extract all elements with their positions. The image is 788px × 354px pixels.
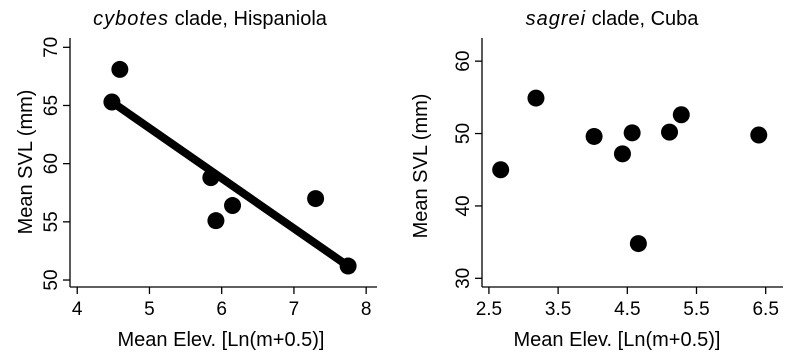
panel-title: sagrei clade, Cuba [526, 8, 700, 30]
y-axis-label: Mean SVL (mm) [410, 94, 432, 239]
scatter-panel-cybotes: cybotes clade, Hispaniola Mean Elev. [Ln… [15, 8, 377, 351]
data-point [585, 127, 603, 145]
x-tick-label: 5 [144, 299, 155, 320]
y-tick-label: 70 [41, 37, 62, 58]
panel-title-italic: cybotes [93, 8, 169, 30]
data-point [750, 126, 768, 144]
panel-title-rest: clade, Cuba [586, 8, 699, 30]
data-point [307, 190, 325, 208]
x-tick-label: 7 [289, 299, 300, 320]
x-tick-label: 2.5 [476, 299, 502, 320]
data-point [103, 93, 121, 111]
x-tick-label: 5.5 [683, 299, 709, 320]
x-tick-label: 4.5 [614, 299, 640, 320]
data-point [527, 89, 545, 107]
x-tick-label: 6 [216, 299, 227, 320]
y-tick-label: 40 [453, 195, 474, 216]
x-axis-label: Mean Elev. [Ln(m+0.5)] [514, 329, 721, 351]
data-point [339, 257, 357, 275]
y-tick-label: 60 [453, 51, 474, 72]
regression-line [107, 97, 353, 271]
y-tick-label: 60 [41, 153, 62, 174]
y-tick-label: 65 [41, 95, 62, 116]
x-tick-label: 3.5 [545, 299, 571, 320]
data-point [629, 235, 647, 253]
scatter-panel-sagrei: sagrei clade, Cuba Mean Elev. [Ln(m+0.5)… [410, 8, 783, 351]
data-point [202, 169, 220, 187]
panel-title-italic: sagrei [526, 8, 586, 30]
data-point [224, 197, 242, 215]
panel-title: cybotes clade, Hispaniola [93, 8, 328, 30]
y-axis-label: Mean SVL (mm) [15, 90, 37, 235]
panel-title-rest: clade, Hispaniola [169, 8, 328, 30]
data-point [492, 161, 510, 179]
data-point [661, 123, 679, 141]
data-point [207, 212, 225, 230]
data-point [623, 124, 641, 142]
y-tick-label: 50 [453, 123, 474, 144]
y-tick-label: 30 [453, 268, 474, 289]
x-tick-label: 6.5 [752, 299, 778, 320]
x-tick-label: 4 [72, 299, 83, 320]
y-tick-label: 50 [41, 269, 62, 290]
data-point [111, 60, 129, 78]
data-point [613, 145, 631, 163]
y-tick-label: 55 [41, 211, 62, 232]
data-point [672, 106, 690, 124]
x-axis-label: Mean Elev. [Ln(m+0.5)] [118, 329, 325, 351]
x-tick-label: 8 [361, 299, 372, 320]
